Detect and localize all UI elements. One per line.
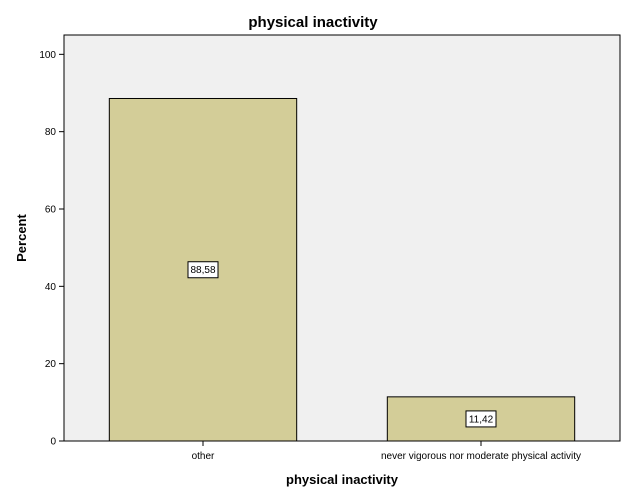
bars: 88,58 11,42 <box>108 97 576 442</box>
data-label-box-0 <box>187 261 219 279</box>
x-tick-label-0: other <box>192 451 215 462</box>
chart-title: physical inactivity <box>248 14 378 31</box>
data-label-1: 11,42 <box>469 414 494 425</box>
y-tick-label-0: 0 <box>50 437 56 448</box>
y-axis-title: Percent <box>14 213 29 261</box>
y-tick-label-60: 60 <box>45 205 57 216</box>
y-tick-label-20: 20 <box>45 359 57 370</box>
y-tick-label-40: 40 <box>45 282 57 293</box>
x-axis: other never vigorous nor moderate physica… <box>192 441 581 462</box>
data-label-0: 88,58 <box>190 265 215 276</box>
x-tick-label-1: never vigorous nor moderate physical act… <box>381 451 581 462</box>
data-label-box-1 <box>465 410 497 428</box>
x-axis-title: physical inactivity <box>286 472 399 487</box>
y-axis: 0 20 40 60 80 100 <box>39 50 64 448</box>
y-tick-label-100: 100 <box>39 50 56 61</box>
y-tick-label-80: 80 <box>45 127 57 138</box>
